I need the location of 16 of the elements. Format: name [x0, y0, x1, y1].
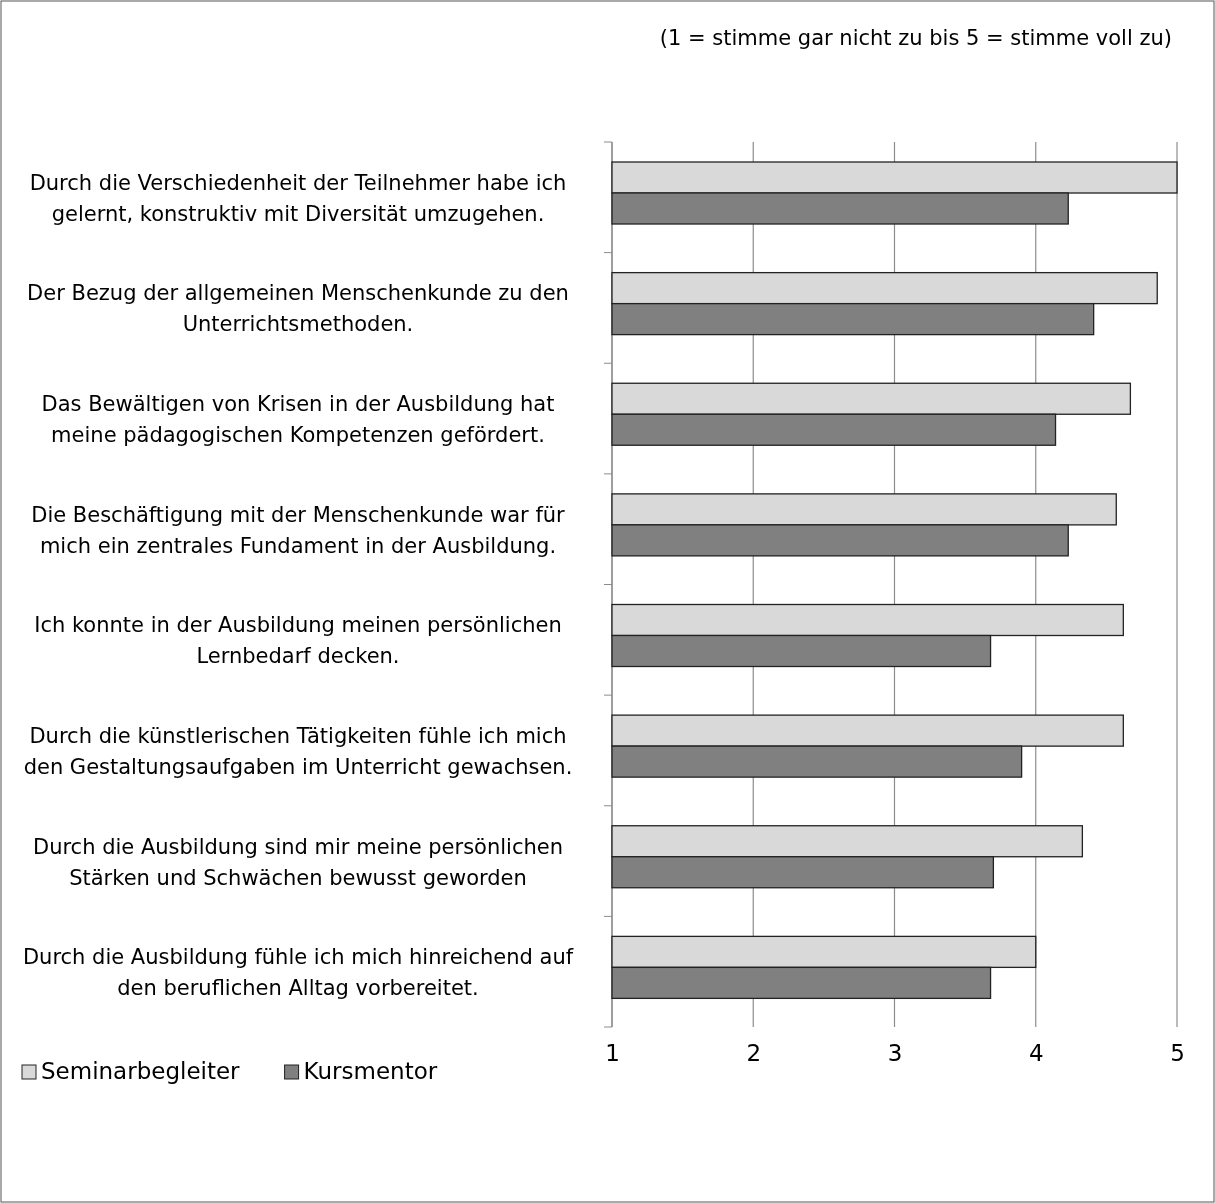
y-tick-label: Das Bewältigen von Krisen in der Ausbildung hat meine pädagogischen Kompetenzen gefördert.	[41, 392, 555, 448]
x-tick-label: 5	[1170, 1040, 1185, 1067]
legend-label: Seminarbegleiter	[41, 1058, 241, 1084]
y-tick-label: Ich konnte in der Ausbildung meinen persönlichen Lernbedarf decken.	[34, 613, 562, 669]
y-tick-label: Durch die Verschiedenheit der Teilnehmer habe ich gelernt, konstruktiv mit Diversität umzugehen.	[29, 170, 567, 226]
x-tick-label: 2	[746, 1040, 762, 1067]
y-tick-label: Durch die künstlerischen Tätigkeiten fühle ich mich den Gestaltungsaufgaben im Unterricht gewachsen.	[23, 723, 573, 779]
legend-label: Kursmentor	[303, 1058, 438, 1084]
y-tick-label: Durch die Ausbildung fühle ich mich hinreichend auf den beruflichen Alltag vorbereitet.	[22, 945, 574, 1001]
y-tick-label: Der Bezug der allgemeinen Menschenkunde zu den Unterrichtsmethoden.	[27, 281, 569, 337]
x-tick-label: 4	[1028, 1040, 1044, 1067]
chart-subtitle: (1 = stimme gar nicht zu bis 5 = stimme voll zu)	[659, 26, 1172, 50]
x-tick-label: 3	[887, 1040, 903, 1067]
y-tick-label: Die Beschäftigung mit der Menschenkunde war für mich ein zentrales Fundament in der Ausbildung.	[31, 502, 566, 558]
x-tick-label: 1	[605, 1040, 620, 1067]
y-tick-label: Durch die Ausbildung sind mir meine persönlichen Stärken und Schwächen bewusst geworden	[32, 834, 564, 890]
